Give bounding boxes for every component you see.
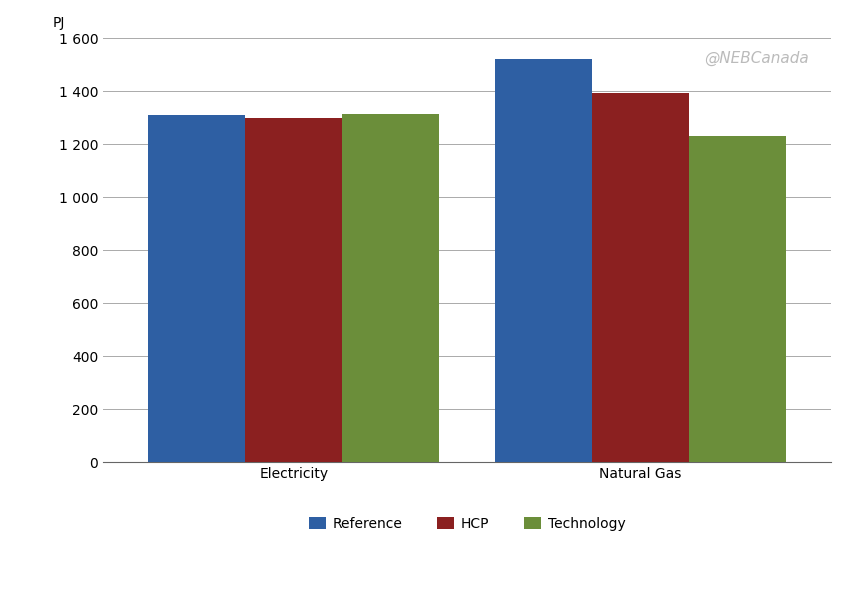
Bar — [148, 115, 245, 462]
Bar — [495, 59, 592, 462]
Bar — [689, 137, 786, 462]
Bar — [343, 114, 439, 462]
Text: @NEBCanada: @NEBCanada — [705, 51, 809, 66]
Legend: Reference, HCP, Technology: Reference, HCP, Technology — [304, 512, 631, 536]
Text: PJ: PJ — [52, 16, 64, 30]
Bar — [245, 118, 343, 462]
Bar — [592, 92, 689, 462]
